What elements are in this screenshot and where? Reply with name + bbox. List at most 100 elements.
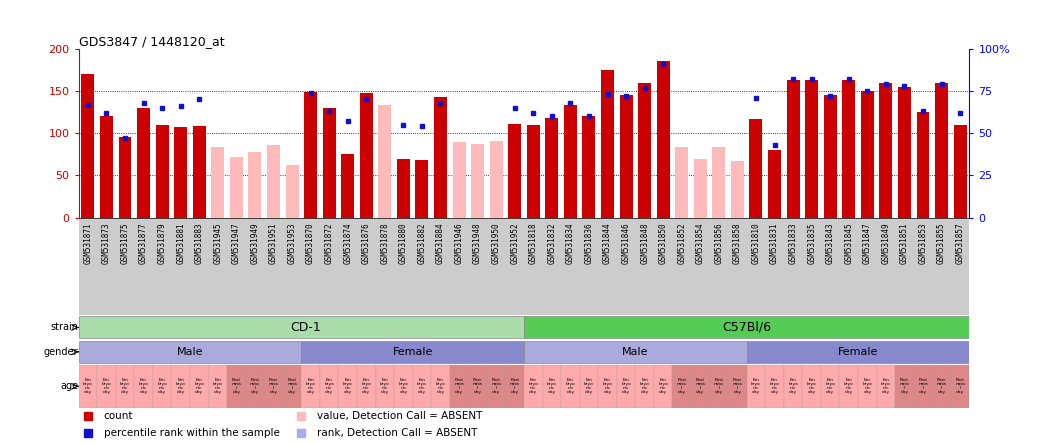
Text: GSM531882: GSM531882 [417, 222, 427, 264]
Text: GSM531818: GSM531818 [529, 222, 538, 264]
Bar [839, 365, 858, 408]
Bar [118, 138, 131, 218]
Bar [97, 365, 115, 408]
Bar [935, 83, 948, 218]
Text: Em
bryo
nic
day: Em bryo nic day [844, 378, 854, 394]
Bar [304, 92, 318, 218]
Text: Em
bryo
nic
day: Em bryo nic day [138, 378, 149, 394]
Bar [230, 157, 243, 218]
Bar [638, 83, 651, 218]
Bar [805, 80, 818, 218]
Text: GSM531883: GSM531883 [195, 222, 203, 264]
Bar [431, 365, 450, 408]
Bar [657, 62, 670, 218]
Bar [954, 125, 966, 218]
Bar [172, 365, 190, 408]
Bar [654, 365, 673, 408]
Text: GSM531810: GSM531810 [751, 222, 761, 264]
Text: GSM531880: GSM531880 [399, 222, 408, 264]
Bar [397, 159, 410, 218]
Bar [713, 147, 725, 218]
Text: Em
bryo
nic
day: Em bryo nic day [398, 378, 409, 394]
Text: GSM531851: GSM531851 [900, 222, 909, 264]
Bar [691, 365, 709, 408]
Text: Em
bryo
nic
day: Em bryo nic day [566, 378, 575, 394]
Text: CD-1: CD-1 [290, 321, 322, 334]
Bar [951, 365, 969, 408]
Bar [730, 161, 744, 218]
Text: Post
nata
l
day: Post nata l day [937, 378, 946, 394]
Text: rank, Detection Call = ABSENT: rank, Detection Call = ABSENT [318, 428, 478, 438]
Text: GSM531854: GSM531854 [696, 222, 705, 264]
Bar [914, 365, 933, 408]
Text: GSM531952: GSM531952 [510, 222, 519, 264]
Bar [472, 144, 484, 218]
Bar [561, 365, 580, 408]
Bar [487, 365, 505, 408]
Bar [746, 341, 969, 363]
Bar [153, 365, 172, 408]
Text: Em
bryo
nic
day: Em bryo nic day [826, 378, 835, 394]
Text: GSM531852: GSM531852 [677, 222, 686, 264]
Bar [302, 365, 320, 408]
Text: GSM531877: GSM531877 [139, 222, 148, 264]
Text: GSM531858: GSM531858 [733, 222, 742, 264]
Text: GSM531843: GSM531843 [826, 222, 834, 264]
Bar [190, 365, 209, 408]
Text: Post
nata
l
day: Post nata l day [473, 378, 482, 394]
Bar [860, 91, 874, 218]
Bar [434, 97, 447, 218]
Bar [635, 365, 654, 408]
Bar [787, 80, 800, 218]
Text: Em
bryo
nic
day: Em bryo nic day [863, 378, 872, 394]
Bar [876, 365, 895, 408]
Bar [545, 118, 559, 218]
Bar [209, 365, 227, 408]
Bar [302, 341, 524, 363]
Text: Em
bryo
nic
day: Em bryo nic day [807, 378, 816, 394]
Bar [450, 365, 468, 408]
Bar [580, 365, 598, 408]
Text: Post
nata
l
day: Post nata l day [454, 378, 464, 394]
Text: percentile rank within the sample: percentile rank within the sample [104, 428, 280, 438]
Text: GSM531848: GSM531848 [640, 222, 649, 264]
Bar [245, 365, 264, 408]
Bar [879, 83, 893, 218]
Text: GSM531834: GSM531834 [566, 222, 575, 264]
Bar [79, 341, 301, 363]
Bar [174, 127, 188, 218]
Bar [746, 365, 765, 408]
Bar [227, 365, 245, 408]
Text: GSM531850: GSM531850 [659, 222, 668, 264]
Text: Post
nata
l
day: Post nata l day [696, 378, 705, 394]
Text: GDS3847 / 1448120_at: GDS3847 / 1448120_at [79, 35, 224, 48]
Text: GSM531945: GSM531945 [214, 222, 222, 264]
Bar [285, 165, 299, 218]
Bar [508, 124, 521, 218]
Text: Em
bryo
nic
day: Em bryo nic day [751, 378, 761, 394]
Text: Post
nata
l
day: Post nata l day [733, 378, 742, 394]
Bar [709, 365, 728, 408]
Text: C57Bl/6: C57Bl/6 [722, 321, 771, 334]
Bar [468, 365, 487, 408]
Bar [248, 152, 261, 218]
Text: Em
bryo
nic
day: Em bryo nic day [603, 378, 612, 394]
Bar [82, 74, 94, 218]
Text: GSM531873: GSM531873 [102, 222, 111, 264]
Bar [453, 143, 465, 218]
Bar [115, 365, 134, 408]
Text: strain: strain [50, 322, 79, 333]
Text: GSM531879: GSM531879 [157, 222, 167, 264]
Bar [895, 365, 914, 408]
Text: Post
nata
l
day: Post nata l day [677, 378, 686, 394]
Text: Post
nata
l
day: Post nata l day [287, 378, 297, 394]
Text: GSM531949: GSM531949 [250, 222, 260, 264]
Text: GSM531876: GSM531876 [362, 222, 371, 264]
Bar [137, 108, 150, 218]
Text: Em
bryo
nic
day: Em bryo nic day [584, 378, 594, 394]
Bar [267, 145, 280, 218]
Text: Em
bryo
nic
day: Em bryo nic day [343, 378, 352, 394]
Text: GSM531853: GSM531853 [918, 222, 927, 264]
Text: GSM531855: GSM531855 [937, 222, 946, 264]
Bar [583, 116, 595, 218]
